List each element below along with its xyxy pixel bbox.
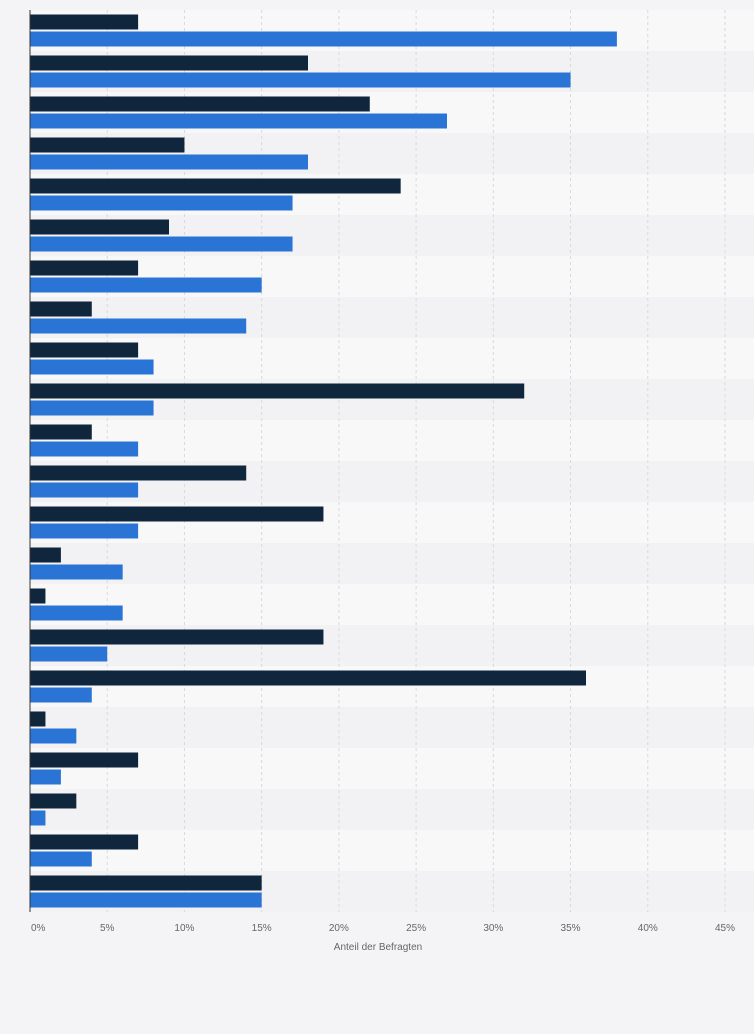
x-tick-label: 45%: [715, 923, 735, 934]
bar-series-2: [30, 236, 293, 252]
bar-series-1: [30, 178, 401, 194]
bar-series-1: [30, 424, 92, 440]
x-axis-label: Anteil der Befragten: [334, 942, 422, 953]
bars: [30, 14, 617, 908]
bar-series-1: [30, 875, 262, 891]
bar-series-1: [30, 834, 139, 850]
x-tick-label: 5%: [100, 923, 115, 934]
bar-series-2: [30, 482, 139, 498]
row-band: [30, 707, 754, 748]
x-tick-label: 35%: [561, 923, 581, 934]
row-band: [30, 830, 754, 871]
row-bands: [30, 10, 754, 912]
row-band: [30, 748, 754, 789]
bar-series-2: [30, 195, 293, 211]
x-tick-label: 25%: [406, 923, 426, 934]
x-tick-label: 30%: [483, 923, 503, 934]
bar-series-2: [30, 523, 139, 539]
bar-series-1: [30, 793, 77, 809]
bar-series-1: [30, 96, 370, 112]
bar-series-2: [30, 810, 46, 826]
x-tick-label: 20%: [329, 923, 349, 934]
bar-series-1: [30, 465, 247, 481]
x-tick-label: 0%: [31, 923, 46, 934]
bar-series-1: [30, 383, 525, 399]
bar-series-2: [30, 769, 61, 785]
bar-series-2: [30, 564, 123, 580]
x-tick-label: 15%: [252, 923, 272, 934]
bar-series-1: [30, 506, 324, 522]
row-band: [30, 789, 754, 830]
x-tick-label: 10%: [174, 923, 194, 934]
bar-series-2: [30, 441, 139, 457]
row-band: [30, 420, 754, 461]
bar-series-1: [30, 260, 139, 276]
bar-series-2: [30, 359, 154, 375]
bar-series-1: [30, 752, 139, 768]
row-band: [30, 543, 754, 584]
bar-series-2: [30, 892, 262, 908]
bar-series-2: [30, 113, 447, 129]
bar-series-2: [30, 318, 247, 334]
bar-series-2: [30, 31, 617, 47]
bar-series-1: [30, 670, 586, 686]
bar-series-1: [30, 342, 139, 358]
bar-series-2: [30, 400, 154, 416]
bar-series-2: [30, 646, 108, 662]
bar-series-1: [30, 711, 46, 727]
bar-series-2: [30, 72, 571, 88]
bar-series-1: [30, 301, 92, 317]
bar-series-1: [30, 547, 61, 563]
bar-series-1: [30, 629, 324, 645]
bar-series-2: [30, 154, 308, 170]
x-tick-label: 40%: [638, 923, 658, 934]
bar-series-2: [30, 277, 262, 293]
bar-series-2: [30, 687, 92, 703]
bar-series-1: [30, 588, 46, 604]
x-tick-labels: 0% 5% 10% 15% 20% 25% 30% 35% 40% 45%: [31, 923, 735, 934]
bar-series-2: [30, 728, 77, 744]
bar-series-1: [30, 14, 139, 30]
bar-series-2: [30, 851, 92, 867]
bar-series-1: [30, 137, 185, 153]
bar-series-1: [30, 55, 308, 71]
bar-series-1: [30, 219, 169, 235]
row-band: [30, 584, 754, 625]
bar-series-2: [30, 605, 123, 621]
